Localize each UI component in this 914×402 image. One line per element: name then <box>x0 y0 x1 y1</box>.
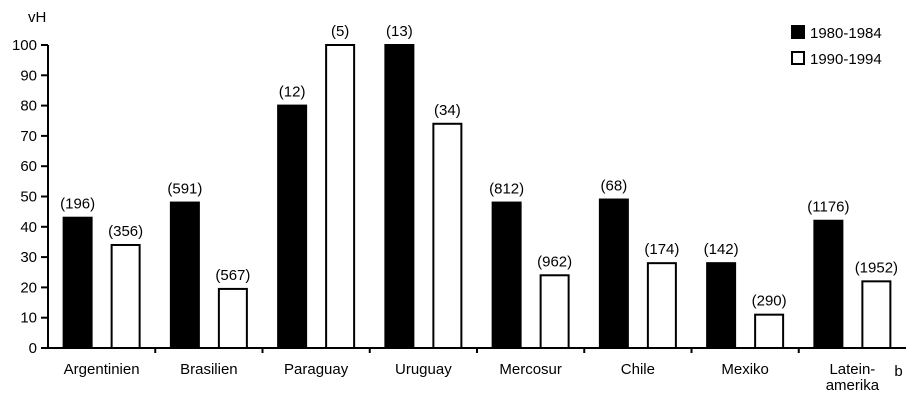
bar <box>62 216 93 349</box>
data-label: (591) <box>167 181 202 198</box>
bar <box>646 262 677 349</box>
y-tick-label: 90 <box>20 67 37 84</box>
bar <box>813 219 844 350</box>
data-label: (13) <box>386 23 413 40</box>
y-tick-label: 0 <box>29 340 37 357</box>
data-labels: (196) (356) (591) (567) (12) (5) (13) (34) (812)… <box>60 23 898 310</box>
category-label: Paraguay <box>284 361 349 378</box>
legend-label: 1980-1984 <box>810 25 882 42</box>
bar <box>432 122 463 349</box>
category-label-line: Mercosur <box>499 361 562 378</box>
category-label-line: Uruguay <box>395 361 452 378</box>
legend-swatch <box>791 51 805 65</box>
legend-label: 1990-1994 <box>810 51 882 68</box>
category-label-line: Argentinien <box>64 361 140 378</box>
category-label: Brasilien <box>180 361 238 378</box>
legend-swatch <box>791 25 805 39</box>
y-tick-label: 20 <box>20 279 37 296</box>
y-tick-label: 60 <box>20 158 37 175</box>
y-tick-label: 30 <box>20 249 37 266</box>
x-ticks <box>154 348 800 353</box>
category-label: Mexiko <box>721 361 769 378</box>
bar <box>325 44 356 349</box>
data-label: (12) <box>279 84 306 101</box>
bar <box>861 280 892 349</box>
category-label-line: Mexiko <box>721 361 769 378</box>
category-label-line: amerika <box>826 377 880 394</box>
category-label-line: Latein- <box>829 361 875 378</box>
data-label: (962) <box>537 253 572 270</box>
bar <box>110 243 141 349</box>
category-label-line: Chile <box>621 361 655 378</box>
data-label: (356) <box>108 223 143 240</box>
data-label: (5) <box>331 23 349 40</box>
category-label: Mercosur <box>499 361 562 378</box>
bar <box>169 201 200 349</box>
bar <box>277 104 308 349</box>
data-label: (290) <box>752 293 787 310</box>
data-label: (142) <box>704 241 739 258</box>
category-label: Chile <box>621 361 655 378</box>
bar <box>217 287 248 350</box>
data-label: (196) <box>60 196 95 213</box>
y-axis-label: vH <box>28 9 46 26</box>
data-label: (1176) <box>807 199 849 216</box>
data-label: (1952) <box>855 259 898 276</box>
y-tick-label: 80 <box>20 98 37 115</box>
y-tick-label: 70 <box>20 128 37 145</box>
y-tick-label: 100 <box>12 37 37 54</box>
data-label: (174) <box>644 241 679 258</box>
data-label: (812) <box>489 181 524 198</box>
data-label: (34) <box>434 102 461 119</box>
y-tick-label: 10 <box>20 310 37 327</box>
category-label: Uruguay <box>395 361 452 378</box>
category-label: Argentinien <box>64 361 140 378</box>
data-label: (68) <box>601 178 628 195</box>
category-label: Latein-amerika <box>826 361 880 394</box>
bar <box>384 44 415 349</box>
bars <box>62 44 892 350</box>
bar <box>491 201 522 349</box>
category-label-line: Paraguay <box>284 361 349 378</box>
y-tick-label: 40 <box>20 219 37 236</box>
category-label-line: Brasilien <box>180 361 238 378</box>
category-footnote: b <box>894 363 902 380</box>
bar <box>598 198 629 349</box>
bar <box>539 274 570 349</box>
data-label: (567) <box>215 267 250 284</box>
bar <box>754 313 785 350</box>
y-tick-label: 50 <box>20 189 37 206</box>
legend: 1980-1984 1990-1994 <box>791 25 882 68</box>
bar <box>706 262 737 349</box>
y-ticks: 0 10 20 30 40 50 60 70 80 90 100 <box>12 37 48 357</box>
category-labels: Argentinien Brasilien Paraguay Uruguay Merco… <box>64 361 903 394</box>
